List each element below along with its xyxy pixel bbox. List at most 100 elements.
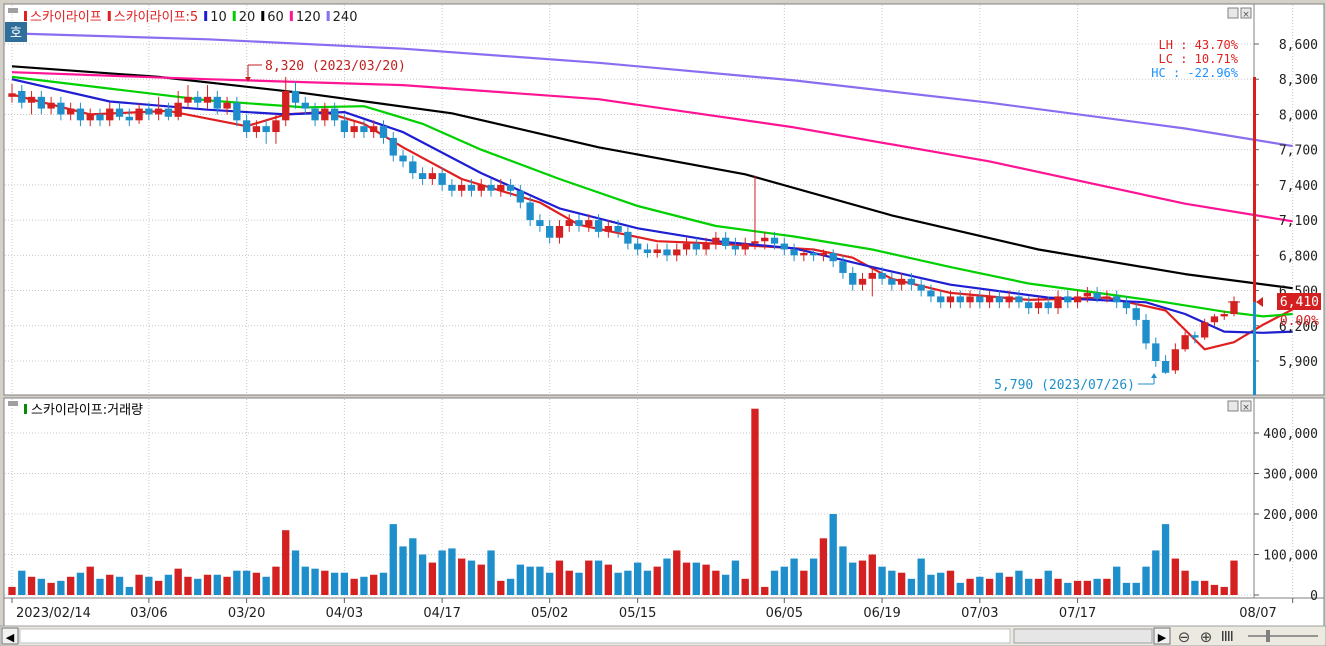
- candle-body: [262, 126, 270, 133]
- candle-body: [1181, 335, 1189, 350]
- legend-label-2: 10: [210, 10, 227, 25]
- volume-minimize-icon[interactable]: [8, 401, 18, 406]
- high-annotation: 8,320 (2023/03/20): [245, 59, 406, 82]
- candle-body: [252, 126, 261, 133]
- candle-body: [18, 90, 26, 103]
- legend-label-1: 스카이라이프:5: [114, 10, 198, 25]
- volume-bar: [1015, 570, 1023, 595]
- volume-bar: [1034, 578, 1043, 595]
- price-tick-label-1: 8,300: [1279, 73, 1318, 88]
- volume-bar: [57, 580, 65, 595]
- volume-bar: [409, 538, 417, 595]
- scroll-track[interactable]: [19, 628, 1011, 644]
- panel-minimize-icon[interactable]: [8, 8, 18, 13]
- volume-bar: [282, 530, 290, 595]
- scroll-left-button[interactable]: [1, 627, 19, 645]
- candle-body: [643, 249, 652, 253]
- volume-bar: [721, 574, 730, 595]
- current-price-label: 6,410: [1280, 295, 1319, 310]
- volume-restore-icon[interactable]: [1227, 400, 1239, 412]
- price-tick-label-3: 7,700: [1279, 144, 1318, 159]
- volume-bar: [174, 568, 182, 595]
- candle-body: [1054, 296, 1062, 309]
- restore-icon[interactable]: [1227, 7, 1239, 19]
- stat-lc: LC : 10.71%: [1159, 52, 1239, 66]
- bar-count-icon[interactable]: [1222, 631, 1233, 641]
- candle-body: [1025, 302, 1033, 309]
- zoom-out-icon[interactable]: ⊖: [1178, 628, 1191, 646]
- candle-body: [418, 173, 427, 180]
- candle-body: [311, 108, 319, 121]
- volume-bar: [458, 558, 466, 595]
- volume-bar: [712, 570, 720, 595]
- volume-bar: [907, 578, 916, 595]
- volume-bar: [624, 570, 632, 595]
- candle-body: [966, 296, 974, 303]
- volume-legend-marker: [24, 404, 27, 414]
- legend-label-0: 스카이라이프: [30, 10, 102, 25]
- volume-bar: [1230, 560, 1238, 595]
- volume-bar: [487, 550, 495, 595]
- volume-bar: [321, 570, 329, 595]
- close-icon[interactable]: [1240, 7, 1252, 19]
- candle-body: [1064, 296, 1072, 303]
- candle-body: [438, 173, 446, 185]
- candle-body: [1044, 302, 1052, 309]
- volume-bar: [242, 570, 251, 595]
- candle-body: [135, 108, 143, 121]
- price-panel-window-buttons[interactable]: × ×: [1227, 7, 1252, 413]
- volume-close-icon[interactable]: [1240, 400, 1252, 412]
- scroll-right-button[interactable]: [1153, 627, 1171, 645]
- volume-bar: [985, 578, 994, 595]
- volume-bar: [565, 570, 573, 595]
- volume-bar: [1054, 578, 1062, 595]
- candle-body: [1005, 296, 1013, 303]
- badge-box[interactable]: [5, 22, 27, 42]
- legend-marker-0: [24, 11, 27, 21]
- volume-bar: [477, 564, 485, 595]
- volume-bar: [330, 572, 339, 595]
- x-axis-label-11: 08/07: [1239, 606, 1276, 621]
- volume-bar: [399, 546, 407, 595]
- volume-axis-area: [1253, 397, 1325, 599]
- volume-bar: [389, 524, 397, 595]
- candle-body: [321, 108, 329, 121]
- legend-marker-6: [326, 11, 330, 21]
- candle-body: [976, 296, 984, 303]
- volume-bar: [428, 562, 437, 595]
- volume-bar: [66, 576, 75, 595]
- candle-body: [731, 245, 740, 250]
- candle-body: [506, 184, 515, 191]
- volume-bar: [526, 566, 534, 595]
- candle-body: [907, 278, 916, 285]
- volume-tick-label-3: 100,000: [1263, 549, 1318, 564]
- volume-bar: [1005, 576, 1013, 595]
- zoom-in-icon[interactable]: ⊕: [1200, 628, 1213, 646]
- zoom-slider[interactable]: [1248, 630, 1318, 642]
- volume-bar: [976, 576, 984, 595]
- volume-bar: [653, 566, 661, 595]
- volume-bar: [731, 560, 740, 595]
- candle-body: [194, 96, 202, 103]
- legend-label-4: 60: [267, 10, 284, 25]
- candle-body: [1093, 292, 1101, 299]
- candle-body: [1210, 316, 1219, 323]
- x-axis-label-9: 07/03: [961, 606, 998, 621]
- candle-body: [448, 184, 456, 191]
- range-bar-down: [1253, 302, 1256, 395]
- x-axis-area: [3, 597, 1325, 627]
- volume-bar: [888, 570, 896, 595]
- volume-bar: [858, 560, 867, 595]
- volume-bar: [751, 408, 759, 595]
- svg-text:×: ×: [1242, 10, 1250, 20]
- volume-tick-label-1: 300,000: [1263, 468, 1318, 483]
- scroll-thumb[interactable]: [1013, 628, 1153, 644]
- low-annotation: 5,790 (2023/07/26): [994, 373, 1157, 393]
- bottom-scrollbar[interactable]: ◀ ▶ ⊖ ⊕: [0, 625, 1326, 646]
- low-annotation-label: 5,790 (2023/07/26): [994, 378, 1135, 393]
- legend-marker-3: [232, 11, 236, 21]
- price-tick-label-8: 6,200: [1279, 320, 1318, 335]
- candle-body: [614, 225, 622, 232]
- volume-bar: [1122, 582, 1131, 595]
